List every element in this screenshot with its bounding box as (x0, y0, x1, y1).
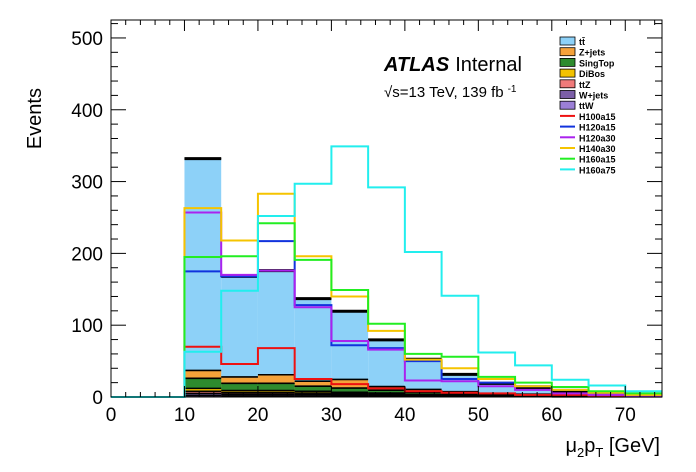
atlas-status: Internal (455, 54, 522, 76)
x-axis-title-p: p (584, 435, 595, 457)
x-axis-title-mu: μ (565, 435, 577, 457)
legend-swatch-tt (559, 36, 576, 46)
x-tick-label: 70 (615, 405, 636, 426)
legend-label-h120a30: H120a30 (579, 133, 616, 143)
y-tick-label: 400 (71, 101, 103, 122)
legend-swatch-singtop (559, 58, 576, 67)
axes: 0 10 20 30 40 50 60 70 0 100 200 300 400 500 (71, 19, 663, 426)
legend-label-z+jets: Z+jets (579, 48, 605, 58)
legend-label-ttw: ttW (579, 101, 594, 111)
atlas-label: ATLAS Internal (383, 54, 522, 76)
x-axis-title-sub1: 2 (577, 445, 584, 460)
x-tick-label: 20 (247, 405, 268, 426)
plot-frame (110, 19, 663, 398)
legend-swatch-z+jets (559, 47, 576, 57)
legend-label-tt: tt̄ (579, 37, 585, 47)
y-tick-label: 0 (92, 388, 103, 409)
signal-line-h160a15 (111, 222, 662, 398)
x-tick-label: 30 (321, 405, 342, 426)
x-tick-label: 60 (541, 405, 562, 426)
legend-label-dibos: DiBos (579, 69, 605, 79)
legend: tt̄Z+jetsSingTopDiBosttZW+jetsttWH100a15… (559, 36, 616, 175)
signal-line-h160a75 (111, 145, 662, 398)
stack-bar-tt-bin-11 (515, 388, 552, 397)
legend-label-h120a15: H120a15 (579, 123, 616, 133)
y-tick-label: 100 (71, 316, 103, 337)
legend-label-singtop: SingTop (579, 58, 615, 68)
stack-bar-tt-bin-2 (184, 158, 222, 397)
x-axis-title-sub2: T (595, 445, 603, 460)
atlas-experiment: ATLAS (383, 54, 450, 76)
legend-label-ttz: ttZ (579, 80, 591, 90)
x-tick-label: 50 (468, 405, 489, 426)
lumi-exponent: -1 (508, 84, 517, 95)
legend-swatch-w+jets (559, 90, 576, 99)
y-axis-title: Events (24, 88, 46, 149)
y-tick-label: 200 (71, 244, 103, 265)
legend-swatch-ttz (559, 79, 576, 89)
x-axis-title-unit: [GeV] (603, 435, 660, 457)
x-tick-label: 40 (394, 405, 415, 426)
legend-label-h100a15: H100a15 (579, 112, 616, 122)
energy-lumi-text: √s=13 TeV, 139 fb (384, 84, 504, 101)
legend-label-w+jets: W+jets (579, 91, 608, 101)
x-tick-label: 0 (106, 405, 117, 426)
x-axis-title: μ2pT [GeV] (565, 435, 660, 460)
x-tick-label: 10 (174, 405, 195, 426)
y-tick-label: 300 (71, 173, 103, 194)
legend-label-h140a30: H140a30 (579, 144, 616, 154)
legend-label-h160a15: H160a15 (579, 155, 616, 165)
legend-label-h160a75: H160a75 (579, 165, 616, 175)
legend-swatch-ttw (559, 100, 576, 110)
y-tick-label: 500 (71, 29, 103, 50)
legend-swatch-dibos (559, 68, 576, 78)
energy-lumi-label: √s=13 TeV, 139 fb -1 (384, 84, 517, 102)
